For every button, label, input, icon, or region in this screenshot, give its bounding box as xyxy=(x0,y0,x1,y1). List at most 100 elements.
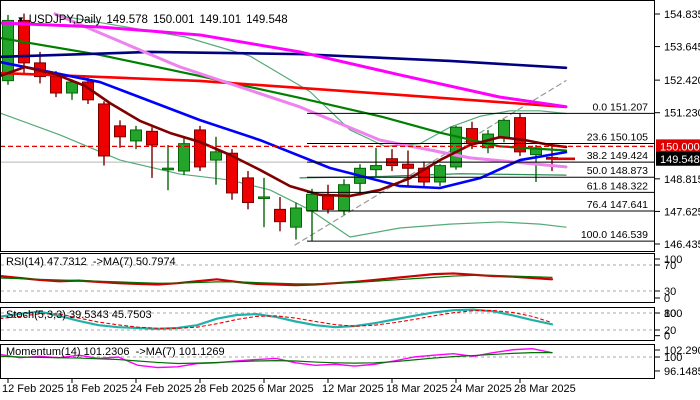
rsi-axis-label: 100 xyxy=(664,254,682,266)
momentum-layer[interactable] xyxy=(0,347,654,369)
candlestick xyxy=(258,177,270,228)
fib-level-label: 50.0 148.873 xyxy=(587,165,648,177)
candle-body xyxy=(322,195,334,210)
ma-violet-line xyxy=(53,12,568,169)
rsi-layer[interactable] xyxy=(0,264,654,292)
candle-body xyxy=(434,165,446,183)
candlestick xyxy=(162,145,174,191)
candle-body xyxy=(514,117,526,153)
bid-price-axis-box-label: 149.548 xyxy=(660,154,700,166)
candle-body xyxy=(50,76,62,94)
candlestick xyxy=(226,149,238,200)
momentum-panel[interactable] xyxy=(0,344,655,379)
ma-maroon-line xyxy=(1,65,568,198)
candle-body xyxy=(66,81,78,94)
ma-navy-line xyxy=(1,50,568,70)
stochastic-layer[interactable] xyxy=(0,308,654,331)
date-axis-label: 28 Feb 2025 xyxy=(194,383,256,395)
candle-body xyxy=(194,129,206,168)
momentum-axis-label: 96.1485 xyxy=(664,366,700,378)
rsi-ma-line xyxy=(1,274,553,285)
close-value: 149.548 xyxy=(246,14,288,26)
rsi-axis-label: 30 xyxy=(664,286,676,298)
momentum-indicator-label: Momentum(14) 101.2306 ->MA(7) 101.1269 xyxy=(6,346,225,358)
stochastic-axis-label: 100 xyxy=(664,308,682,320)
high-value: 150.001 xyxy=(152,14,195,26)
candlestick xyxy=(146,127,158,178)
candle-body xyxy=(450,126,462,168)
momentum-ma-line xyxy=(1,352,553,365)
candlestick xyxy=(434,164,446,187)
date-axis-label: 18 Mar 2025 xyxy=(386,383,448,395)
price-axis-label: 154.835 xyxy=(664,9,700,21)
candlestick xyxy=(194,125,206,172)
date-axis-label: 12 Mar 2025 xyxy=(322,383,384,395)
ma-magenta-line xyxy=(1,21,568,109)
chevron-down-icon[interactable]: ▼ xyxy=(16,15,25,24)
alert-price-axis-box-label: 150.000 xyxy=(660,141,700,153)
price-axis-label: 147.625 xyxy=(664,206,700,218)
stochastic-indicator-label: Stoch(5,3,3) 39.5343 45.7503 xyxy=(6,309,152,321)
rsi-axis-label: 70 xyxy=(664,260,676,272)
candle-body xyxy=(162,167,174,171)
date-axis-label: 6 Mar 2025 xyxy=(258,383,314,395)
price-axis-label: 146.435 xyxy=(664,239,700,251)
candle-body xyxy=(402,163,414,169)
stoch-k-line xyxy=(1,308,554,330)
main-chart-layer[interactable]: 0.0 151.207 23.6 150.105 38.2 149.424 50.0 … xyxy=(0,12,655,246)
candlestick xyxy=(242,171,254,210)
candlestick xyxy=(114,120,126,148)
candlestick xyxy=(450,125,462,170)
rsi-indicator-label: RSI(14) 47.7312 ->MA(7) 50.7974 xyxy=(6,256,176,268)
momentum-main-line xyxy=(1,347,553,369)
candlestick xyxy=(290,202,302,240)
candlestick xyxy=(274,197,286,232)
price-axis-label: 152.420 xyxy=(664,75,700,87)
candle-body xyxy=(338,184,350,212)
candle-body xyxy=(2,19,14,82)
rsi-axis-label: 0 xyxy=(664,293,670,305)
date-axis-label: 24 Mar 2025 xyxy=(450,383,512,395)
candle-body xyxy=(98,103,110,157)
fib-level-label: 61.8 148.322 xyxy=(587,180,648,192)
ma-green-line xyxy=(1,37,568,152)
price-axis-label: 153.645 xyxy=(664,42,700,54)
fib-level-label: 100.0 146.539 xyxy=(581,229,648,241)
candle-body xyxy=(274,208,286,223)
date-axis-label: 24 Feb 2025 xyxy=(130,383,192,395)
trendline-dashed xyxy=(294,80,567,246)
candle-body xyxy=(306,193,318,212)
candle-body xyxy=(242,177,254,204)
candle-body xyxy=(498,119,510,139)
fib-level-label: 0.0 151.207 xyxy=(593,101,649,113)
bid-price-axis-box xyxy=(656,151,700,166)
candlestick xyxy=(130,125,142,150)
candle-body xyxy=(370,165,382,171)
symbol-title: ▼ USDJPY,Daily 149.578 150.001 149.101 149.54… xyxy=(4,2,288,38)
price-axis-label: 148.815 xyxy=(664,174,700,186)
fib-level-label: 38.2 149.424 xyxy=(587,150,648,162)
date-axis-label: 28 Mar 2025 xyxy=(514,383,576,395)
fib-level-label: 76.4 147.641 xyxy=(587,199,648,211)
candle-body xyxy=(210,151,222,161)
alert-price-axis-box xyxy=(656,139,700,154)
open-value: 149.578 xyxy=(106,14,148,26)
momentum-axis-label: 102.2901 xyxy=(664,345,700,357)
candlestick xyxy=(178,138,190,176)
candlestick xyxy=(98,101,110,166)
candle-body xyxy=(258,196,270,200)
stochastic-axis-label: 80 xyxy=(664,308,676,320)
candle-body xyxy=(146,130,158,146)
candlestick xyxy=(210,136,222,185)
candle-body xyxy=(114,125,126,138)
candle-body xyxy=(178,143,190,172)
stochastic-axis-label: 0 xyxy=(664,331,670,343)
fib-level-label: 23.6 150.105 xyxy=(587,132,648,144)
symbol-period-label: USDJPY,Daily xyxy=(28,14,102,26)
stoch-d-line xyxy=(1,309,553,329)
date-axis-label: 12 Feb 2025 xyxy=(2,383,64,395)
ma-red-line xyxy=(1,71,568,109)
candle-body xyxy=(226,152,238,194)
